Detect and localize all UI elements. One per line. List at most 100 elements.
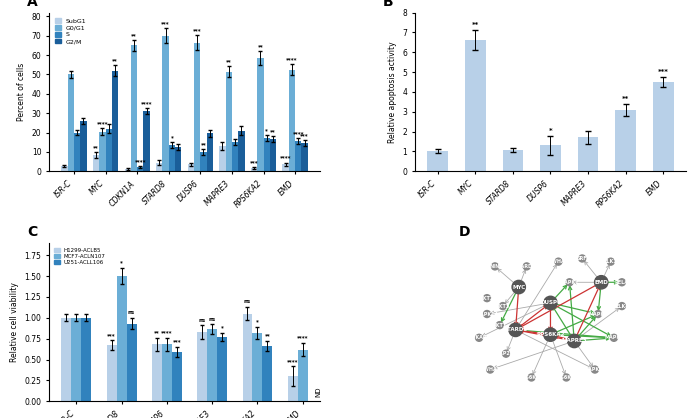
Bar <box>217 337 227 401</box>
Circle shape <box>523 263 530 270</box>
Text: RPS6KA3: RPS6KA3 <box>554 375 579 380</box>
Circle shape <box>592 366 598 373</box>
Text: NIN: NIN <box>490 264 500 269</box>
Text: ****: **** <box>280 155 291 161</box>
Text: DUSP6: DUSP6 <box>540 301 561 306</box>
Text: AKT1: AKT1 <box>493 323 507 328</box>
Text: YWHAB: YWHAB <box>548 259 568 264</box>
Bar <box>615 110 636 171</box>
Text: SRF: SRF <box>577 256 587 261</box>
Text: **: ** <box>93 145 99 150</box>
Bar <box>238 130 244 171</box>
Circle shape <box>608 258 615 265</box>
Bar <box>175 147 181 171</box>
Text: *: * <box>549 127 552 133</box>
Text: **: ** <box>154 330 160 335</box>
Circle shape <box>484 311 491 318</box>
Circle shape <box>512 280 526 294</box>
Bar <box>288 376 298 401</box>
Bar <box>162 344 172 401</box>
Circle shape <box>509 323 522 336</box>
Text: ****: **** <box>141 102 153 107</box>
Text: MYC: MYC <box>512 285 526 290</box>
Bar <box>172 352 182 401</box>
Circle shape <box>484 295 491 302</box>
Bar <box>144 111 150 171</box>
Bar <box>188 164 194 171</box>
Text: STARD8: STARD8 <box>503 327 528 332</box>
Bar <box>194 43 200 171</box>
Bar <box>74 133 81 171</box>
Text: ****: **** <box>293 131 304 136</box>
Text: ***: *** <box>658 69 668 75</box>
Bar <box>162 36 169 171</box>
Legend: H1299-ACLB5, MCF7-ACLN107, U251-ACLL106: H1299-ACLB5, MCF7-ACLN107, U251-ACLL106 <box>52 245 108 267</box>
Bar <box>207 329 217 401</box>
Bar <box>137 167 144 171</box>
Text: *: * <box>256 319 259 324</box>
Circle shape <box>555 258 562 265</box>
Text: D: D <box>458 225 470 239</box>
Bar <box>71 318 81 401</box>
Bar <box>540 145 561 171</box>
Text: *: * <box>120 260 123 265</box>
Bar <box>197 332 207 401</box>
Text: ****: **** <box>287 359 298 364</box>
Text: ****: **** <box>134 159 146 164</box>
Text: ns: ns <box>199 318 206 323</box>
Bar <box>298 349 308 401</box>
Bar <box>578 138 598 171</box>
Text: ELK4: ELK4 <box>615 303 629 308</box>
Circle shape <box>491 263 498 270</box>
Text: ***: *** <box>172 339 181 344</box>
Bar <box>257 58 263 171</box>
Bar <box>93 155 99 171</box>
Bar <box>465 40 486 171</box>
Bar <box>283 164 289 171</box>
Bar <box>270 139 276 171</box>
Circle shape <box>475 334 482 342</box>
Text: STARD10: STARD10 <box>514 264 539 269</box>
Bar <box>251 168 257 171</box>
Bar <box>131 46 137 171</box>
Text: **: ** <box>131 33 137 38</box>
Bar <box>225 71 232 171</box>
Bar <box>289 70 295 171</box>
Circle shape <box>563 374 570 381</box>
Bar <box>232 142 238 171</box>
Bar <box>262 346 272 401</box>
Bar <box>200 152 206 171</box>
Text: ****: **** <box>161 330 173 335</box>
Bar <box>427 151 448 171</box>
Text: **: ** <box>201 142 206 147</box>
Text: AKT2: AKT2 <box>480 296 494 301</box>
Bar <box>253 333 262 401</box>
Bar <box>503 150 523 171</box>
Bar <box>81 318 91 401</box>
Y-axis label: Relative apoptosis activity: Relative apoptosis activity <box>388 41 397 143</box>
Text: MAPK3: MAPK3 <box>588 311 608 316</box>
Bar <box>80 121 87 171</box>
Circle shape <box>486 366 493 373</box>
Text: ELK1: ELK1 <box>604 259 617 264</box>
Bar <box>99 132 106 171</box>
Text: B: B <box>382 0 393 9</box>
Bar <box>125 169 131 171</box>
Text: C: C <box>27 225 38 239</box>
Circle shape <box>594 275 608 289</box>
Text: MAP2K1: MAP2K1 <box>495 351 517 356</box>
Bar <box>219 146 225 171</box>
Circle shape <box>496 321 503 329</box>
Text: YWHAZ: YWHAZ <box>480 367 500 372</box>
Bar <box>242 314 253 401</box>
Text: MAPK7: MAPK7 <box>560 280 580 285</box>
Text: **: ** <box>622 96 629 102</box>
Text: MAPKAPK2: MAPKAPK2 <box>464 335 494 340</box>
Circle shape <box>566 279 573 286</box>
Text: **: ** <box>472 23 479 28</box>
Text: **: ** <box>226 59 232 64</box>
Text: **: ** <box>112 58 118 63</box>
Bar <box>156 163 162 171</box>
Bar <box>106 345 117 401</box>
Circle shape <box>499 303 506 310</box>
